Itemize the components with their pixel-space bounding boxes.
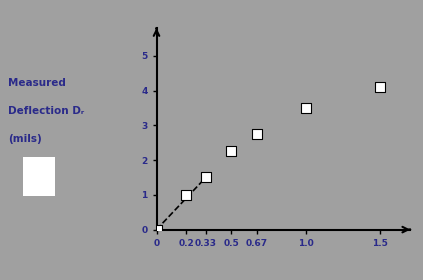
Point bbox=[377, 85, 384, 89]
Point bbox=[202, 175, 209, 180]
Point bbox=[153, 227, 160, 232]
Text: (mils): (mils) bbox=[8, 134, 42, 144]
Text: Measured: Measured bbox=[8, 78, 66, 88]
Text: Deflection Dᵣ: Deflection Dᵣ bbox=[8, 106, 85, 116]
Point bbox=[228, 149, 234, 154]
Point bbox=[253, 132, 260, 136]
Point bbox=[183, 193, 190, 197]
Point bbox=[302, 106, 309, 110]
